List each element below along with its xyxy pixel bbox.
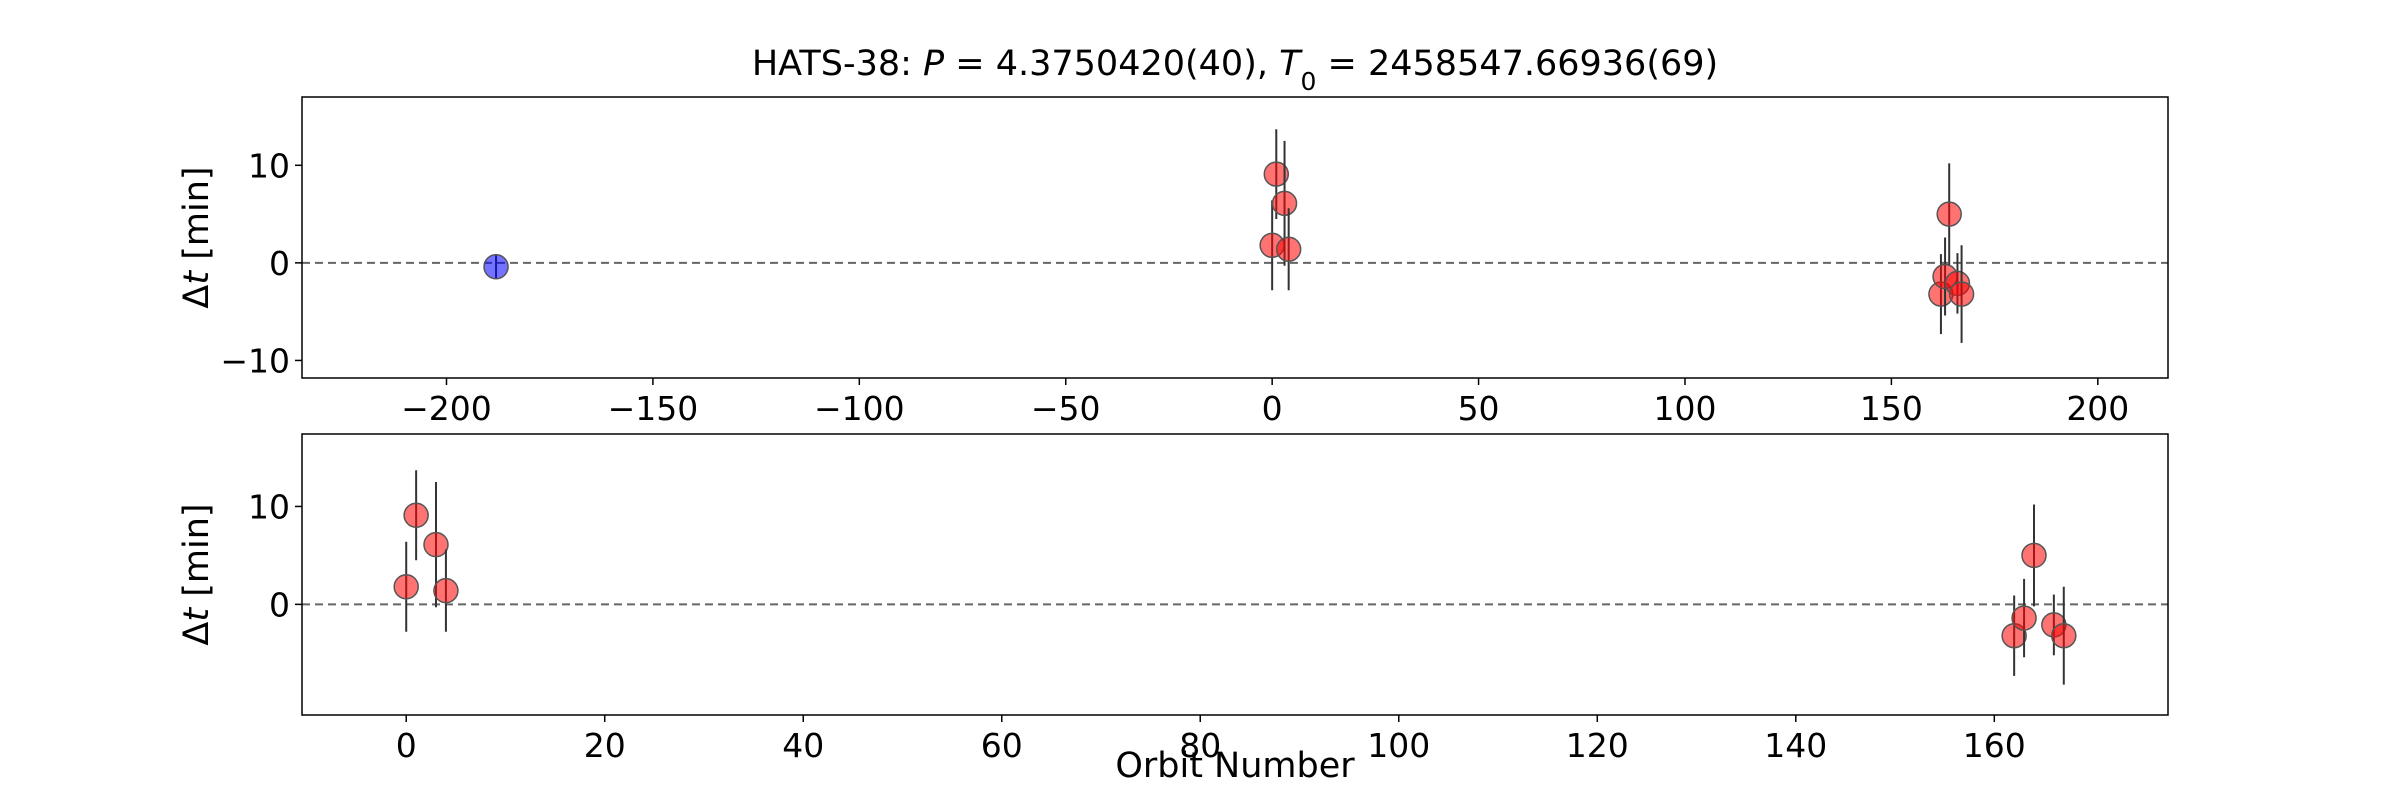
data-point [403, 502, 429, 529]
x-axis-label: Orbit Number [1115, 746, 1355, 786]
y-tick-label: 10 [248, 146, 290, 185]
y-axis-label: Δt [min] [177, 503, 217, 645]
data-point [1263, 161, 1290, 187]
data-point [1936, 201, 1962, 227]
x-tick-label: −200 [401, 389, 492, 428]
x-tick-label: 100 [1653, 389, 1716, 428]
y-axis-label: Δt [min] [177, 166, 217, 308]
data-point [393, 573, 419, 600]
data-point [2011, 605, 2037, 631]
x-tick-label: 60 [981, 726, 1023, 765]
x-tick-label: 40 [782, 726, 824, 765]
x-tick-label: 0 [1262, 389, 1283, 428]
top-panel: HATS-38: P = 4.3750420(40), T0 = 2458547… [177, 44, 2169, 428]
y-tick-label: −10 [220, 341, 290, 380]
x-tick-label: 50 [1458, 389, 1500, 428]
x-tick-label: 160 [1963, 726, 2026, 765]
x-tick-label: 200 [2066, 389, 2129, 428]
bottom-panel: 0 20 40 60 80 100 120 140 160 0 10 Δt [min] Orbit Nu… [177, 433, 2169, 786]
x-tick-label: 140 [1764, 726, 1827, 765]
x-tick-label: −100 [814, 389, 905, 428]
axes-frame [301, 433, 2169, 716]
x-tick-label: −50 [1031, 389, 1101, 428]
x-tick-label: 0 [396, 726, 417, 765]
x-tick-label: 80 [1179, 726, 1221, 765]
x-tick-label: 150 [1860, 389, 1923, 428]
x-tick-label: 20 [584, 726, 626, 765]
x-tick-label: 100 [1367, 726, 1430, 765]
x-tick-label: −150 [608, 389, 699, 428]
data-point [483, 254, 509, 280]
data-point [423, 531, 449, 558]
chart-title: HATS-38: P = 4.3750420(40), T0 = 2458547… [752, 44, 1718, 96]
x-tick-label: 120 [1566, 726, 1629, 765]
y-tick-label: 0 [269, 244, 290, 283]
data-point [433, 577, 459, 604]
axes-frame [301, 96, 2169, 379]
data-point [2021, 542, 2047, 569]
data-point [1275, 236, 1302, 262]
data-point [1271, 190, 1298, 217]
y-tick-label: 10 [248, 487, 290, 526]
y-tick-label: 0 [269, 585, 290, 624]
data-point [2051, 622, 2077, 649]
data-point [1948, 281, 1975, 307]
